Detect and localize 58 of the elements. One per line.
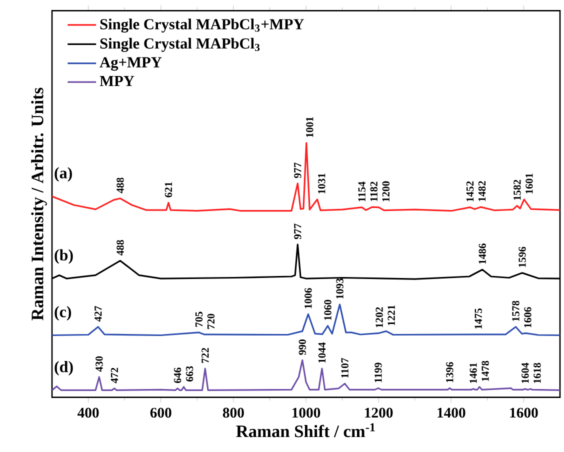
- annotation: 1107: [341, 358, 348, 378]
- annotation: 1006: [304, 288, 312, 308]
- legend-label: Ag+MPY: [100, 57, 162, 71]
- annotation: 1182: [370, 182, 378, 202]
- annotation: (c): [54, 306, 72, 321]
- legend-label: MPY: [100, 76, 134, 86]
- annotation: 977: [294, 162, 302, 178]
- annotation: 1606: [524, 307, 532, 328]
- annotation: 430: [96, 356, 103, 372]
- annotation: (a): [54, 167, 72, 182]
- annotation: 1601: [526, 174, 533, 194]
- annotation: 1221: [388, 305, 395, 326]
- annotation: (d): [54, 360, 73, 376]
- x-tick-label: 400: [78, 408, 99, 418]
- annotation: 488: [116, 240, 124, 256]
- annotation: 990: [298, 340, 306, 355]
- x-tick-label: 1200: [365, 408, 393, 418]
- annotation: 1093: [336, 278, 344, 299]
- annotation: 1482: [478, 181, 486, 202]
- annotation: 1199: [374, 362, 382, 382]
- annotation: 1618: [534, 362, 541, 384]
- x-tick-label: 1000: [292, 408, 320, 418]
- annotation: 1001: [306, 117, 314, 138]
- annotation: 720: [207, 314, 215, 329]
- legend-label: Single Crystal MAPbCl$_{3}$+MPY: [100, 18, 304, 33]
- annotation: 1202: [376, 307, 383, 328]
- annotation: 1578: [512, 300, 520, 321]
- annotation: 1044: [318, 342, 326, 363]
- annotation: 1396: [446, 362, 454, 382]
- annotation: 621: [164, 182, 172, 198]
- annotation: 427: [94, 306, 102, 322]
- x-axis-title: Raman Shift / cm$^{-1}$: [236, 423, 375, 438]
- annotation: 1031: [318, 174, 326, 194]
- annotation: 705: [195, 312, 203, 327]
- annotation: 1475: [474, 308, 482, 329]
- annotation: 1461: [470, 363, 477, 384]
- annotation: 1596: [518, 246, 526, 268]
- annotation: 1060: [324, 300, 332, 320]
- annotation: 1604: [522, 362, 529, 384]
- annotation: 1200: [382, 181, 390, 202]
- x-tick-label: 800: [222, 408, 244, 418]
- annotation: 1154: [358, 182, 366, 202]
- y-axis-title: Raman Intensity / Arbitr. Units: [31, 88, 47, 320]
- annotation: 1486: [478, 244, 486, 264]
- annotation: 488: [116, 178, 124, 194]
- annotation: 663: [186, 366, 194, 382]
- annotation: 1582: [514, 180, 521, 200]
- legend-label: Single Crystal MAPbCl$_{3}$: [100, 38, 260, 52]
- x-tick-label: 600: [150, 408, 172, 418]
- annotation: (b): [54, 249, 73, 264]
- x-tick-label: 1400: [438, 408, 466, 418]
- annotation: 977: [294, 224, 302, 240]
- annotation: 1452: [466, 181, 474, 202]
- annotation: 646: [174, 368, 182, 384]
- annotation: 472: [110, 368, 118, 384]
- annotation: 722: [202, 348, 209, 363]
- x-tick-label: 1600: [510, 408, 538, 418]
- annotation: 1478: [482, 360, 489, 381]
